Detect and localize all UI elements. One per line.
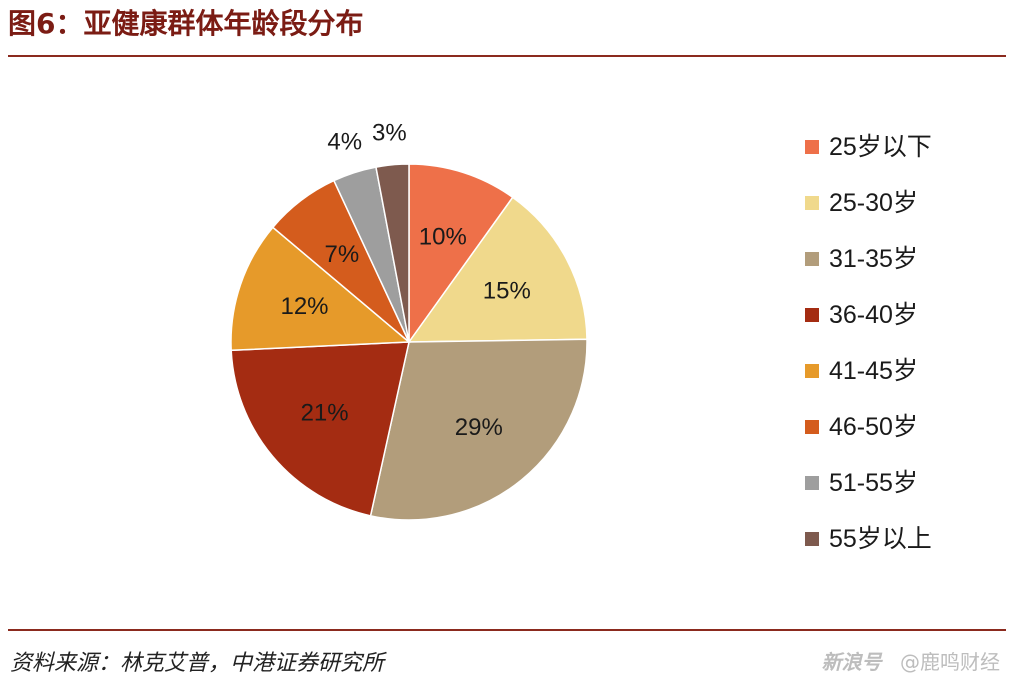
slice-label-8: 3% (372, 119, 407, 146)
legend-label-7: 51-55岁 (829, 469, 918, 497)
pie-chart: 10% 15% 29% 21% 12% 7% 4% 3% 25岁以下 25-30岁 31-35岁 3… (230, 119, 932, 553)
source-note: 资料来源：林克艾普，中港证券研究所 (10, 651, 385, 676)
legend-swatch-3 (805, 252, 819, 266)
legend-label-8: 55岁以上 (829, 525, 932, 553)
legend-label-3: 31-35岁 (829, 245, 918, 273)
legend-label-5: 41-45岁 (829, 357, 918, 385)
legend-swatch-2 (805, 196, 819, 210)
pie-slice-2 (407, 196, 588, 343)
slice-label-7: 4% (327, 129, 362, 156)
slice-label-4: 21% (301, 400, 349, 427)
pie-slice-1 (408, 163, 514, 345)
slice-label-3: 29% (455, 414, 503, 441)
slice-label-6: 7% (325, 241, 360, 268)
pie-slice-8 (375, 163, 410, 343)
slice-label-1: 10% (419, 223, 467, 250)
watermark-brand: 新浪号 (821, 650, 882, 674)
watermark: 新浪号 @鹿鸣财经 (822, 646, 1000, 675)
header-divider (8, 55, 1006, 57)
legend-swatch-8 (805, 532, 819, 546)
pie-slice-4 (230, 341, 410, 517)
page-title: 图6：亚健康群体年龄段分布 (8, 7, 364, 40)
legend-label-6: 46-50岁 (829, 413, 918, 441)
pie-slice-3 (369, 338, 588, 521)
pie-slices (230, 163, 588, 521)
legend-swatch-4 (805, 308, 819, 322)
footer-divider (8, 629, 1006, 631)
legend-label-1: 25岁以下 (829, 133, 932, 161)
pie-labels: 10% 15% 29% 21% 12% 7% 4% 3% (280, 119, 530, 441)
legend-swatch-7 (805, 476, 819, 490)
watermark-account: @鹿鸣财经 (900, 650, 1000, 674)
legend-swatch-5 (805, 364, 819, 378)
legend-label-4: 36-40岁 (829, 301, 918, 329)
legend-swatch-6 (805, 420, 819, 434)
legend: 25岁以下 25-30岁 31-35岁 36-40岁 41-45岁 46-50岁 51-55… (805, 133, 932, 553)
slice-label-2: 15% (483, 277, 531, 304)
legend-label-2: 25-30岁 (829, 189, 918, 217)
slice-label-5: 12% (280, 293, 328, 320)
pie-slice-5 (230, 226, 411, 352)
legend-swatch-1 (805, 140, 819, 154)
